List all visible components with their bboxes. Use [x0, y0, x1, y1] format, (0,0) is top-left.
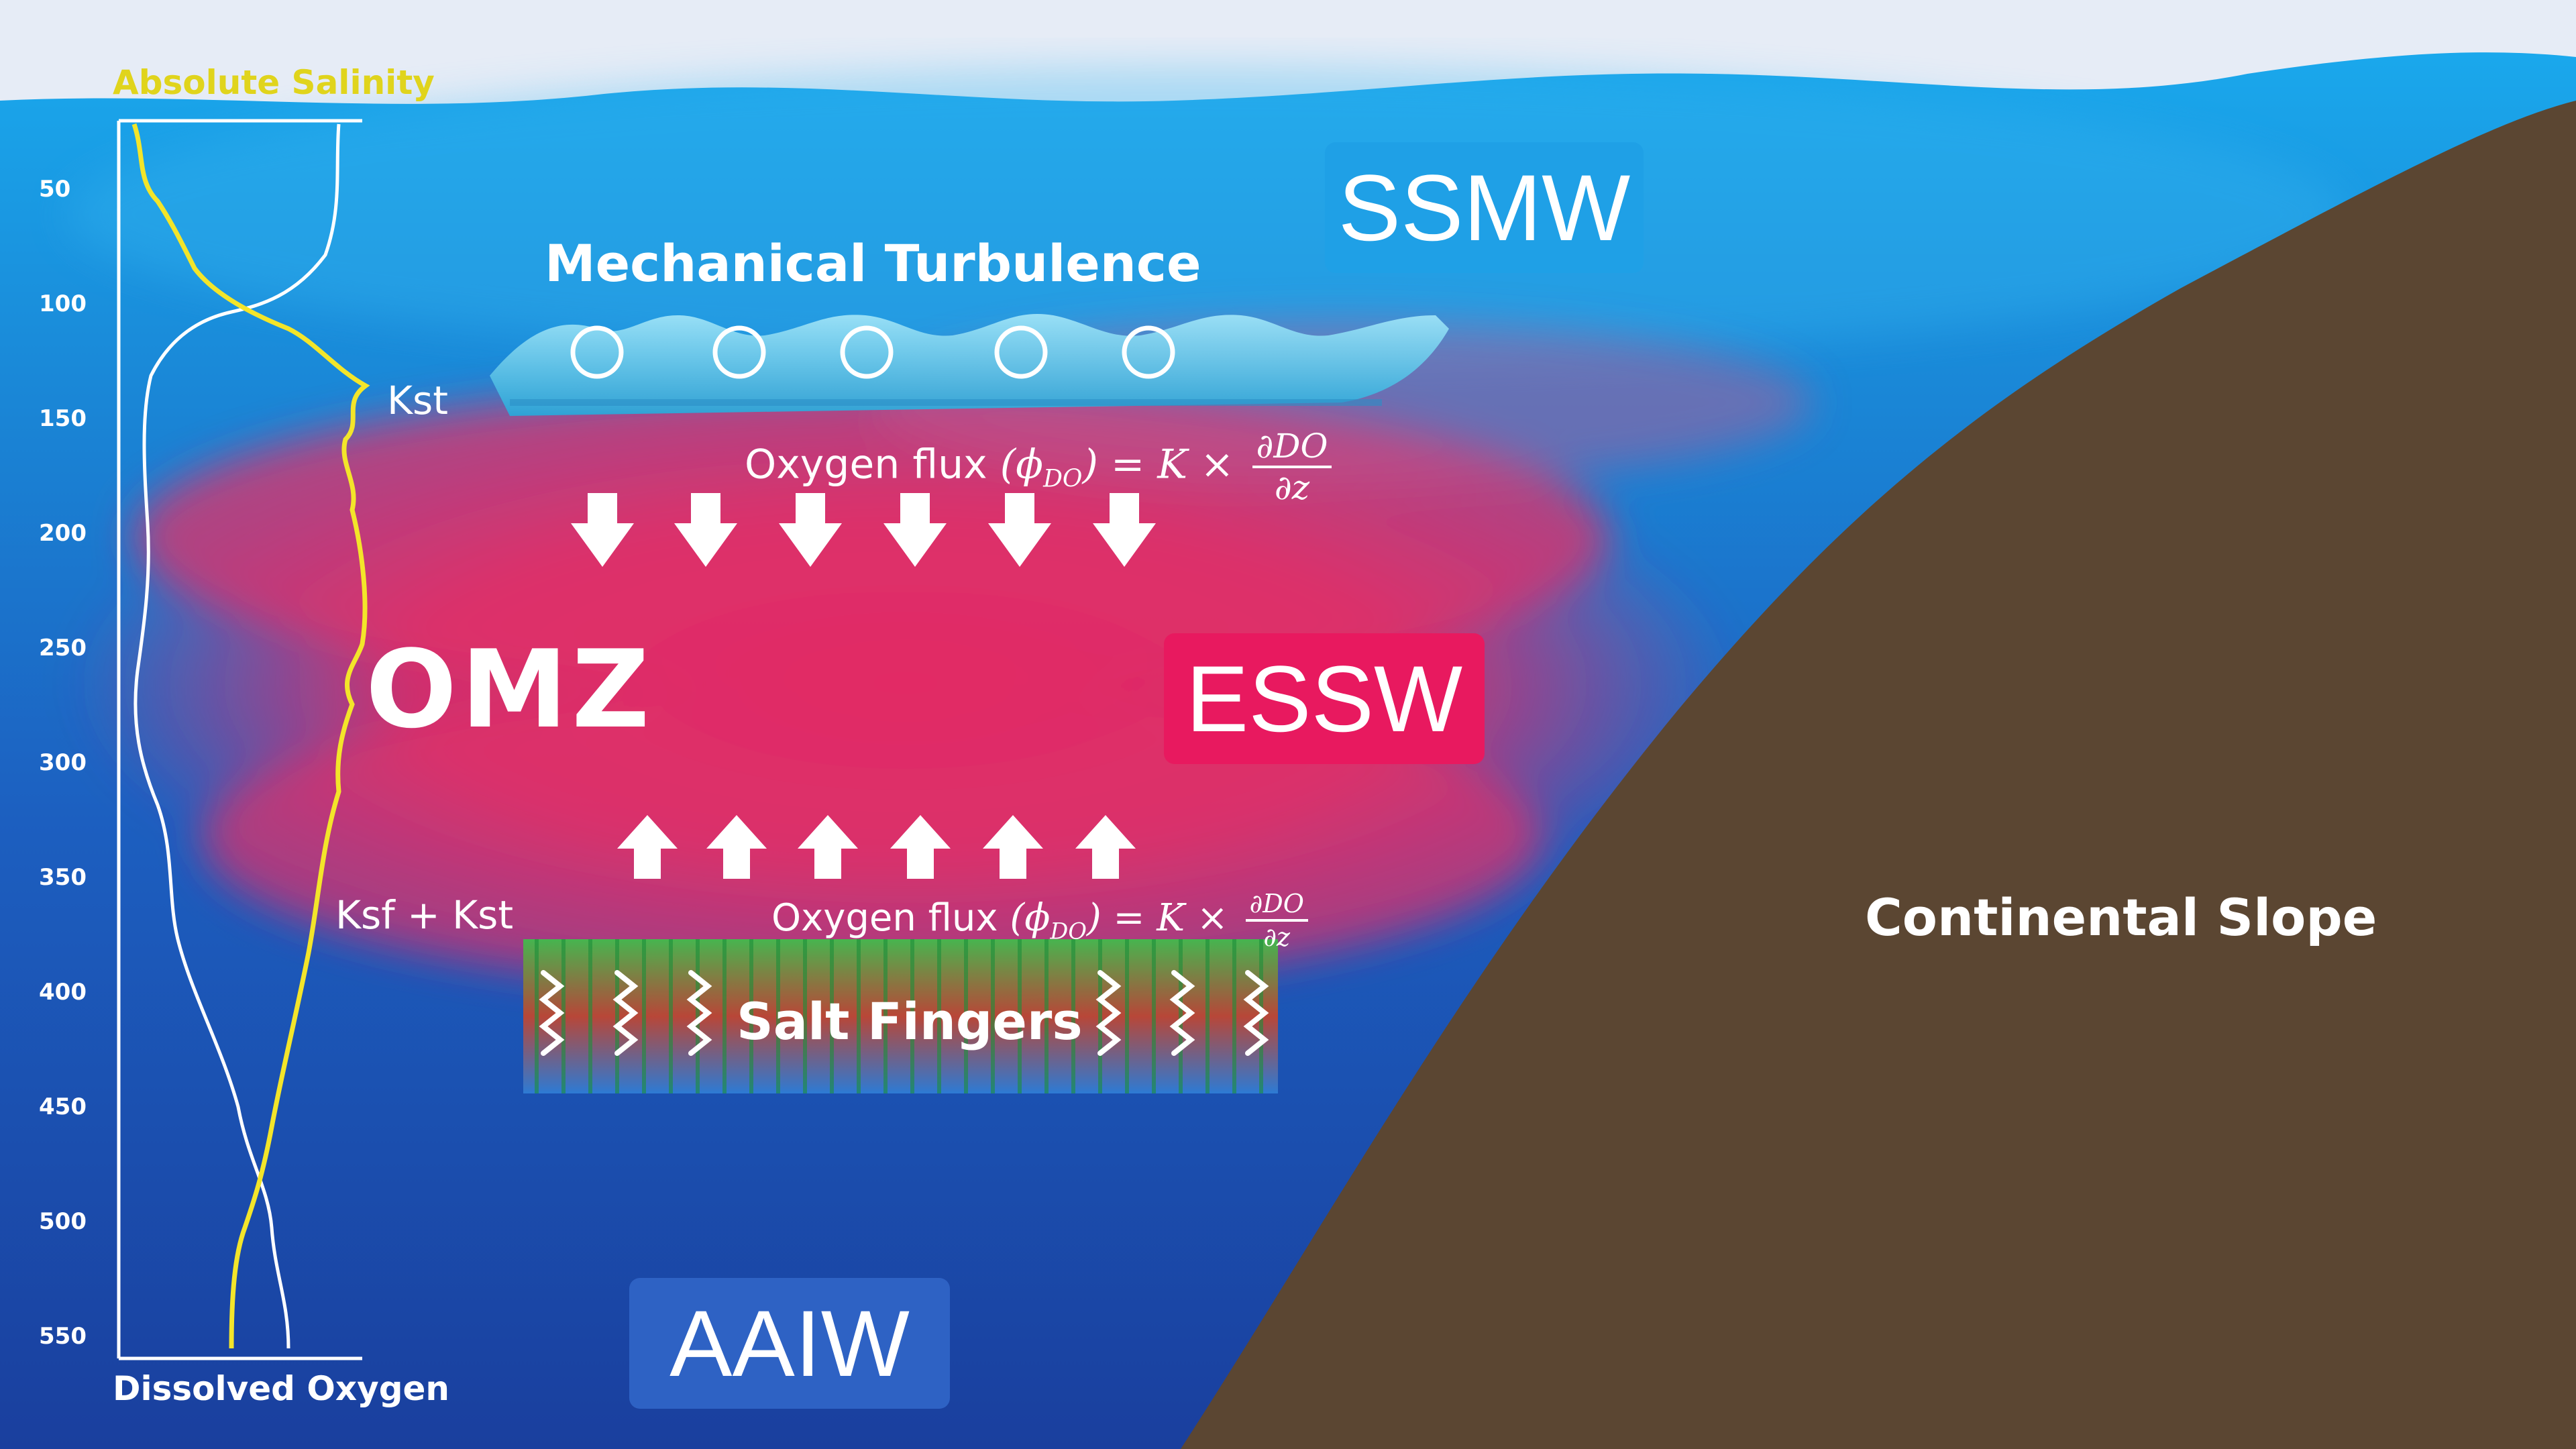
- turbulence-waves: [490, 313, 1449, 416]
- flux-numerator: ∂DO: [1245, 891, 1308, 922]
- aaiw-badge: AAIW: [629, 1278, 950, 1409]
- continental-slope: [1181, 101, 2576, 1449]
- oxygen-axis-label: Dissolved Oxygen: [113, 1369, 450, 1408]
- ksf-kst-label: Ksf + Kst: [335, 892, 514, 938]
- oxygen-flux-equation-upper: Oxygen flux (ϕDO) = K × ∂DO ∂z: [745, 429, 1332, 504]
- depth-tick: 250: [39, 635, 87, 661]
- ssmw-badge: SSMW: [1325, 142, 1644, 273]
- salinity-axis-label: Absolute Salinity: [113, 63, 435, 102]
- flux-close: ): [1082, 441, 1098, 488]
- omz-label: OMZ: [366, 627, 654, 752]
- flux-equals: = K ×: [1097, 441, 1247, 488]
- depth-tick: 200: [39, 520, 87, 547]
- continental-slope-label: Continental Slope: [1865, 888, 2377, 947]
- depth-tick: 450: [39, 1093, 87, 1120]
- flux-denominator: ∂z: [1263, 922, 1291, 952]
- turbulence-title: Mechanical Turbulence: [545, 233, 1201, 293]
- flux-numerator: ∂DO: [1252, 429, 1332, 468]
- salt-fingers-label: Salt Fingers: [737, 991, 1083, 1051]
- depth-tick: 100: [39, 290, 87, 317]
- oxygen-profile: [133, 123, 341, 1349]
- depth-tick: 400: [39, 979, 87, 1006]
- flux-denominator: ∂z: [1274, 468, 1310, 507]
- flux-close: ): [1086, 896, 1102, 941]
- depth-tick: 150: [39, 405, 87, 432]
- depth-tick: 500: [39, 1208, 87, 1235]
- flux-fraction: ∂DO ∂z: [1252, 429, 1332, 504]
- depth-tick: 550: [39, 1323, 87, 1350]
- omz-layer: [67, 322, 1811, 993]
- oxygen-flux-equation-lower: Oxygen flux (ϕDO) = K × ∂DO ∂z: [771, 891, 1308, 950]
- flux-prefix: Oxygen flux: [771, 896, 998, 941]
- kst-label: Kst: [387, 378, 448, 423]
- salt-fingers-band: [523, 939, 1278, 1093]
- flux-equals: = K ×: [1101, 896, 1240, 941]
- flux-subscript: DO: [1043, 465, 1083, 493]
- downward-arrows: [571, 493, 1156, 567]
- depth-tick: 50: [39, 176, 71, 203]
- flux-symbol: (ϕ: [1010, 896, 1051, 941]
- flux-symbol: (ϕ: [1000, 441, 1044, 488]
- flux-subscript: DO: [1050, 918, 1087, 945]
- depth-tick: 300: [39, 749, 87, 776]
- salinity-profile: [131, 123, 370, 1349]
- flux-fraction: ∂DO ∂z: [1245, 891, 1308, 952]
- flux-prefix: Oxygen flux: [745, 441, 987, 488]
- essw-badge: ESSW: [1164, 633, 1485, 764]
- depth-tick: 350: [39, 864, 87, 891]
- upward-arrows: [617, 815, 1136, 879]
